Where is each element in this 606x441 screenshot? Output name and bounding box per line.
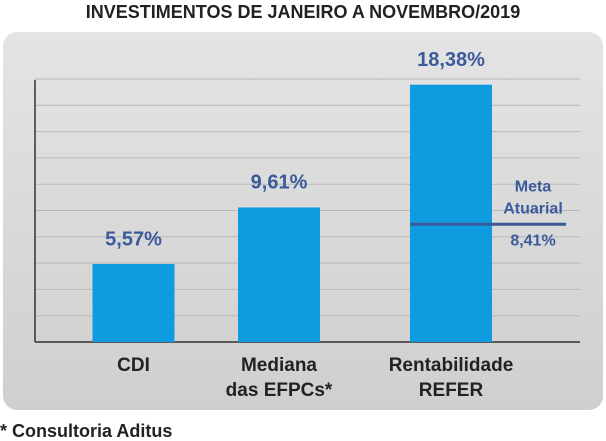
x-tick-label: Rentabilidade — [389, 355, 514, 376]
bar — [92, 264, 175, 342]
x-tick-label: das EFPCs* — [226, 380, 333, 401]
x-tick-label: REFER — [419, 380, 484, 401]
bar — [238, 207, 320, 342]
footnote: * Consultoria Aditus — [0, 421, 172, 441]
bar — [410, 84, 492, 343]
chart-title: INVESTIMENTOS DE JANEIRO A NOVEMBRO/2019 — [86, 2, 520, 22]
x-tick-label: CDI — [117, 355, 150, 376]
value-label: 18,38% — [417, 49, 485, 71]
reference-value-label: 8,41% — [510, 232, 555, 249]
x-tick-label: Mediana — [241, 355, 317, 376]
reference-label: Atuarial — [503, 200, 563, 217]
value-label: 9,61% — [251, 172, 308, 194]
reference-label: Meta — [515, 178, 552, 195]
value-label: 5,57% — [105, 228, 162, 250]
